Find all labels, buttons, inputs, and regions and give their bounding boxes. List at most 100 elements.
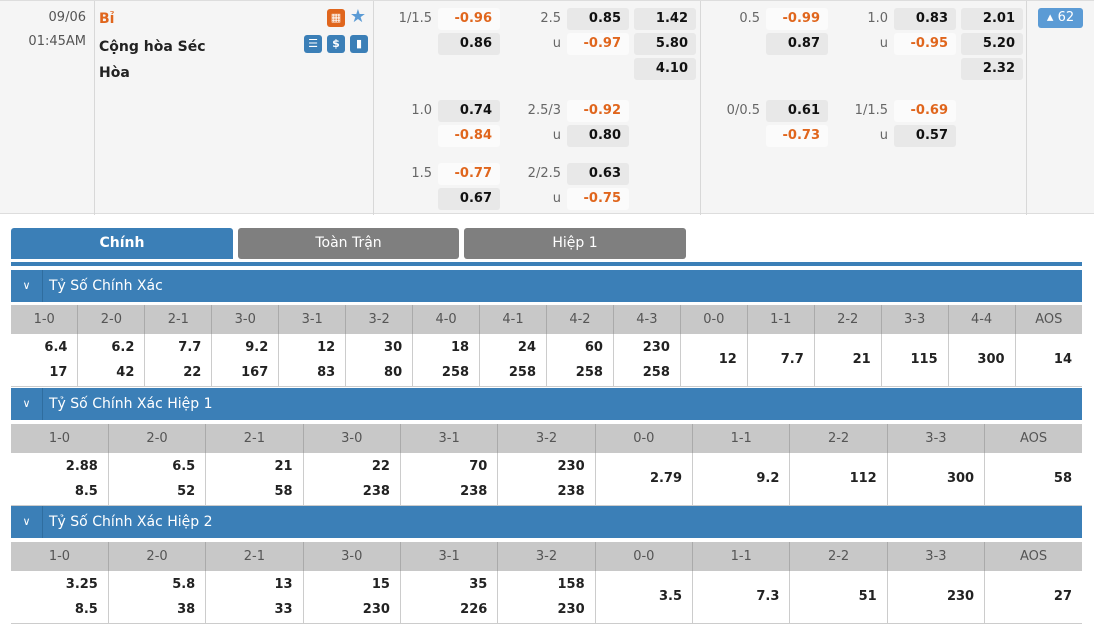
score-odds-cell[interactable]: 24 258 <box>479 334 547 387</box>
odds-value[interactable]: 0.87 <box>766 33 828 55</box>
odds-value[interactable]: -0.92 <box>567 100 629 122</box>
score-odds-cell[interactable]: 51 <box>789 571 888 624</box>
odds-value[interactable]: -0.77 <box>438 163 500 185</box>
odds-value[interactable]: 158 <box>557 576 585 592</box>
odds-value[interactable]: 238 <box>460 483 488 499</box>
odds-value[interactable]: 6.2 <box>111 339 135 355</box>
odds-value[interactable]: -0.96 <box>438 8 500 30</box>
odds-value[interactable]: 115 <box>910 352 938 368</box>
odds-value[interactable]: 0.74 <box>438 100 500 122</box>
odds-value[interactable]: 8.5 <box>74 601 98 617</box>
odds-value[interactable]: 230 <box>557 458 585 474</box>
odds-value[interactable]: 238 <box>362 483 390 499</box>
odds-value[interactable]: 3.25 <box>65 576 98 592</box>
odds-value[interactable]: 7.7 <box>178 339 202 355</box>
score-odds-cell[interactable]: 300 <box>886 453 985 506</box>
odds-value[interactable]: 0.80 <box>567 125 629 147</box>
odds-value[interactable]: 0.57 <box>894 125 956 147</box>
odds-value[interactable]: 15 <box>371 576 390 592</box>
odds-value[interactable]: 70 <box>469 458 488 474</box>
score-odds-cell[interactable]: 112 <box>789 453 888 506</box>
section-header[interactable]: ∨ Tỷ Số Chính Xác <box>11 270 1082 302</box>
score-odds-cell[interactable]: 5.8 38 <box>107 571 206 624</box>
score-odds-cell[interactable]: 35 226 <box>399 571 498 624</box>
odds-value[interactable]: 35 <box>469 576 488 592</box>
odds-value[interactable]: 258 <box>441 364 470 380</box>
odds-value[interactable]: 5.80 <box>634 33 696 55</box>
score-odds-cell[interactable]: 2.79 <box>594 453 693 506</box>
score-odds-cell[interactable]: 21 <box>813 334 882 387</box>
odds-value[interactable]: 51 <box>858 589 877 605</box>
chevron-down-icon[interactable]: ∨ <box>11 506 43 538</box>
odds-value[interactable]: 2.01 <box>961 8 1023 30</box>
score-odds-cell[interactable]: 7.7 <box>746 334 815 387</box>
odds-value[interactable]: 5.20 <box>961 33 1023 55</box>
odds-value[interactable]: 300 <box>946 471 975 487</box>
score-odds-cell[interactable]: 115 <box>880 334 949 387</box>
odds-value[interactable]: 58 <box>1053 471 1072 487</box>
odds-value[interactable]: 21 <box>852 352 871 368</box>
section-header[interactable]: ∨ Tỷ Số Chính Xác Hiệp 2 <box>11 506 1082 538</box>
odds-value[interactable]: 13 <box>274 576 293 592</box>
odds-value[interactable]: 5.8 <box>172 576 196 592</box>
odds-value[interactable]: 18 <box>450 339 470 355</box>
odds-value[interactable]: 7.3 <box>756 589 780 605</box>
score-odds-cell[interactable]: 30 80 <box>345 334 413 387</box>
odds-value[interactable]: 33 <box>274 601 293 617</box>
odds-value[interactable]: 2.32 <box>961 58 1023 80</box>
odds-value[interactable]: 112 <box>849 471 877 487</box>
odds-value[interactable]: 12 <box>317 339 336 355</box>
odds-value[interactable]: 38 <box>177 601 196 617</box>
score-odds-cell[interactable]: 9.2 167 <box>211 334 279 387</box>
score-odds-cell[interactable]: 18 258 <box>412 334 480 387</box>
odds-value[interactable]: 230 <box>642 339 670 355</box>
odds-value[interactable]: 0.61 <box>766 100 828 122</box>
score-odds-cell[interactable]: 300 <box>947 334 1016 387</box>
odds-value[interactable]: 30 <box>384 339 403 355</box>
score-odds-cell[interactable]: 230 258 <box>612 334 681 387</box>
odds-value[interactable]: 8.5 <box>74 483 98 499</box>
chevron-down-icon[interactable]: ∨ <box>11 388 43 420</box>
odds-value[interactable]: 21 <box>274 458 293 474</box>
odds-value[interactable]: 22 <box>371 458 390 474</box>
score-odds-cell[interactable]: 7.3 <box>692 571 790 624</box>
scoreboard-icon[interactable]: ☰ <box>304 35 322 53</box>
tab-toan-tran[interactable]: Toàn Trận <box>238 228 459 259</box>
odds-value[interactable]: 258 <box>508 364 536 380</box>
score-odds-cell[interactable]: 27 <box>984 571 1082 624</box>
odds-value[interactable]: 238 <box>557 483 585 499</box>
odds-value[interactable]: 6.4 <box>44 339 68 355</box>
odds-value[interactable]: 0.85 <box>567 8 629 30</box>
score-odds-cell[interactable]: 12 83 <box>278 334 346 387</box>
odds-value[interactable]: 2.88 <box>65 458 98 474</box>
odds-value[interactable]: 14 <box>1053 352 1072 368</box>
odds-value[interactable]: 9.2 <box>756 471 780 487</box>
odds-value[interactable]: 58 <box>274 483 293 499</box>
odds-value[interactable]: 24 <box>517 339 536 355</box>
odds-value[interactable]: 1.42 <box>634 8 696 30</box>
odds-value[interactable]: 7.7 <box>780 352 804 368</box>
odds-value[interactable]: -0.84 <box>438 125 500 147</box>
odds-value[interactable]: 27 <box>1053 589 1072 605</box>
score-odds-cell[interactable]: 13 33 <box>205 571 304 624</box>
odds-value[interactable]: 17 <box>49 364 68 380</box>
odds-value[interactable]: 6.5 <box>172 458 196 474</box>
score-odds-cell[interactable]: 22 238 <box>302 453 401 506</box>
odds-value[interactable]: 0.63 <box>567 163 629 185</box>
score-odds-cell[interactable]: 6.4 17 <box>11 334 78 387</box>
odds-value[interactable]: 167 <box>241 364 269 380</box>
odds-value[interactable]: 83 <box>317 364 336 380</box>
dollar-icon[interactable]: $ <box>327 35 345 53</box>
odds-value[interactable]: 4.10 <box>634 58 696 80</box>
odds-value[interactable]: 258 <box>575 364 603 380</box>
score-odds-cell[interactable]: 2.88 8.5 <box>11 453 109 506</box>
score-odds-cell[interactable]: 15 230 <box>302 571 401 624</box>
score-odds-cell[interactable]: 70 238 <box>399 453 498 506</box>
odds-value[interactable]: -0.99 <box>766 8 828 30</box>
score-odds-cell[interactable]: 230 238 <box>497 453 596 506</box>
odds-value[interactable]: 230 <box>557 601 585 617</box>
odds-value[interactable]: -0.73 <box>766 125 828 147</box>
odds-value[interactable]: 60 <box>584 339 603 355</box>
odds-value[interactable]: 230 <box>946 589 975 605</box>
odds-value[interactable]: 12 <box>718 352 737 368</box>
